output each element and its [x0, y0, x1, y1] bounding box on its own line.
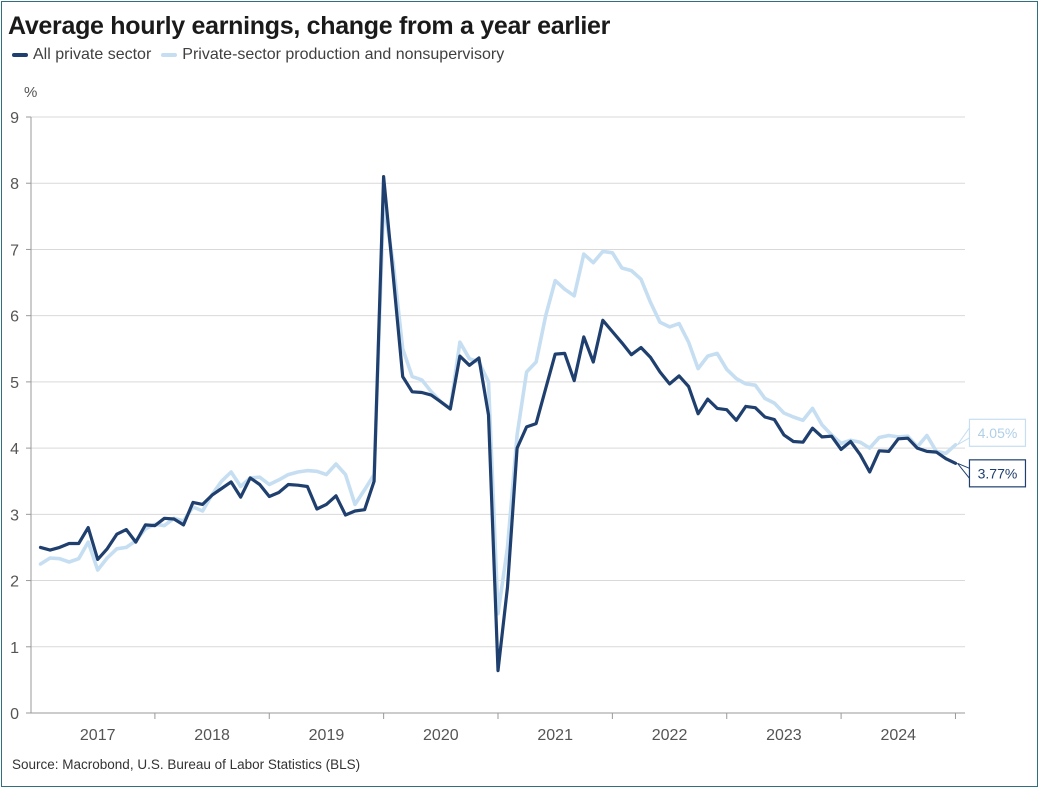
y-tick-label: 9: [10, 110, 19, 127]
end-label-all-private: 3.77%: [978, 465, 1018, 481]
source-note: Source: Macrobond, U.S. Bureau of Labor …: [12, 757, 361, 772]
x-tick-label: 2021: [537, 727, 573, 744]
x-tick-label: 2023: [766, 727, 802, 744]
legend-swatch-all-private: [12, 53, 28, 57]
y-tick-label: 7: [10, 242, 19, 259]
x-tick-label: 2018: [194, 727, 230, 744]
end-label-production: 4.05%: [978, 425, 1018, 441]
y-tick-label: 3: [10, 507, 19, 524]
y-tick-label: 8: [10, 176, 19, 193]
legend-item-all-private: All private sector: [12, 46, 151, 64]
y-tick-label: 2: [10, 574, 19, 591]
legend-swatch-production: [161, 53, 178, 57]
end-label-production-box: [968, 418, 1027, 447]
end-labels: 4.05% 3.77%: [957, 418, 1027, 488]
chart-legend: All private sector Private-sector produc…: [12, 46, 514, 64]
end-label-all-private-box: [968, 459, 1027, 488]
x-tick-label: 2020: [423, 727, 459, 744]
x-tick-label: 2019: [309, 727, 345, 744]
y-tick-label: 1: [10, 640, 19, 657]
y-tick-label: 6: [10, 309, 19, 326]
x-tick-label: 2022: [652, 727, 688, 744]
legend-label-production: Private-sector production and nonsupervi…: [182, 46, 505, 63]
y-axis-unit-label: %: [24, 84, 37, 101]
x-tick-label: 2017: [80, 727, 116, 744]
legend-item-production: Private-sector production and nonsupervi…: [161, 46, 504, 64]
series-lines: [38, 175, 958, 673]
end-label-production-pointer: [957, 426, 970, 446]
x-tick-label: 2024: [880, 727, 916, 744]
gridlines: [31, 116, 965, 648]
legend-label-all-private: All private sector: [33, 46, 152, 63]
end-label-all-private-pointer: [957, 462, 970, 480]
chart-title: Average hourly earnings, change from a y…: [8, 12, 611, 40]
y-tick-label: 5: [10, 375, 19, 392]
series-line-all-private: [38, 175, 958, 673]
series-line-production: [38, 201, 958, 616]
x-axis: 2017 2018 2019 2020 2021 2022 2023 2024: [31, 712, 965, 744]
y-tick-label: 4: [10, 441, 19, 458]
y-tick-label: 0: [10, 706, 19, 723]
y-axis-ticks: 0 1 2 3 4 5 6 7 8 9: [10, 110, 32, 723]
